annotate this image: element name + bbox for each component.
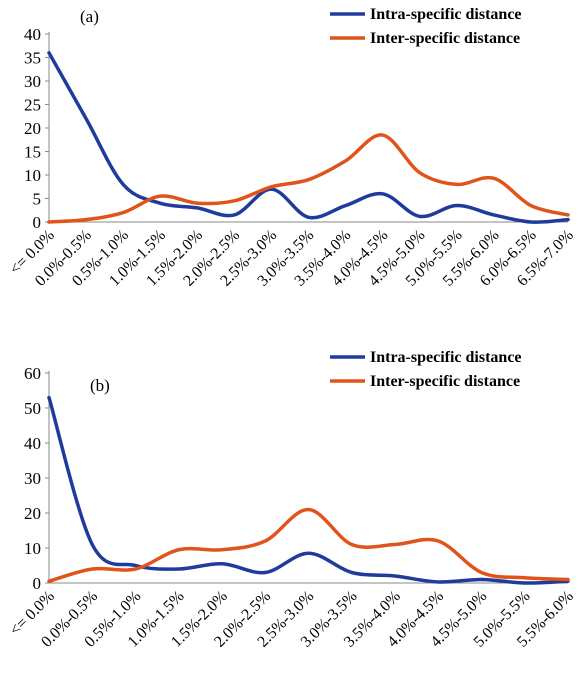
panel-a-label: (a)	[80, 7, 99, 26]
panel-a-ytick-label: 30	[24, 72, 41, 91]
panel-a-ytick-label: 35	[24, 49, 41, 68]
panel-b-ytick-label: 0	[33, 574, 42, 593]
panel-b-ytick-label: 20	[24, 504, 41, 523]
panel-b-intra-series-line	[47, 395, 570, 585]
panel-b-legend-label-inter: Inter-specific distance	[370, 373, 520, 390]
panel-b-legend-label-intra: Intra-specific distance	[370, 349, 522, 366]
panel-b-ytick-label: 50	[24, 399, 41, 418]
panel-a-ytick-label: 40	[24, 25, 41, 44]
panel-a-legend-label-inter: Inter-specific distance	[370, 30, 520, 47]
panel-a-ytick-label: 25	[24, 96, 41, 115]
panel-a-inter-series-line	[47, 133, 570, 224]
panel-b-ytick-label: 60	[24, 364, 41, 383]
panel-a-intra-series-line	[47, 51, 570, 224]
panel-a-ytick-label: 0	[33, 213, 42, 232]
panel-a-ytick-label: 10	[24, 166, 41, 185]
panel-b-ytick-label: 10	[24, 539, 41, 558]
panel-a-ytick-label: 15	[24, 143, 41, 162]
panel-b-ytick-label: 40	[24, 434, 41, 453]
panel-a-legend-label-intra: Intra-specific distance	[370, 6, 522, 23]
panel-b-inter-series-line	[47, 507, 570, 583]
panel-b-label: (b)	[90, 376, 110, 395]
panel-b-ytick-label: 30	[24, 469, 41, 488]
panel-a-ytick-label: 5	[33, 190, 42, 209]
panel-a-ytick-label: 20	[24, 119, 41, 138]
